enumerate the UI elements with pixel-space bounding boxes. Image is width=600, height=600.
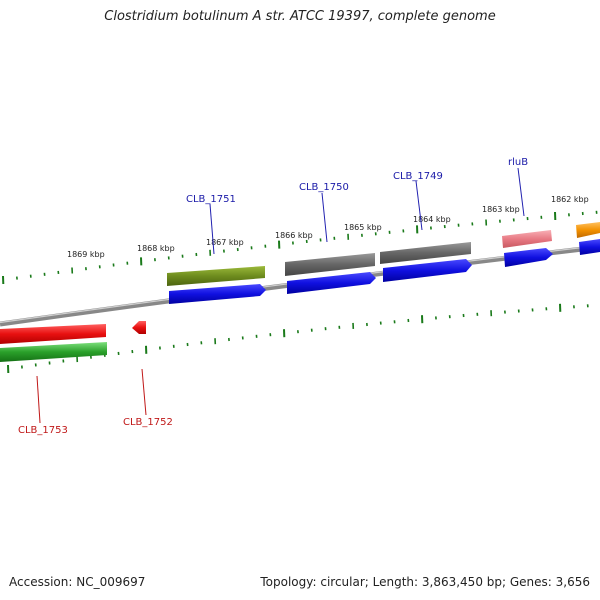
inner-scale-ticks: [7, 303, 589, 374]
scale-label: 1862 kbp: [551, 195, 589, 204]
gene-right-orange[interactable]: [576, 222, 600, 238]
cds-clb-1750[interactable]: [287, 272, 376, 294]
gene-clb-1750[interactable]: [285, 253, 375, 276]
gene-clb-1753-green[interactable]: [0, 342, 107, 362]
gene-rlub[interactable]: [502, 230, 552, 248]
cds-right[interactable]: [579, 239, 600, 255]
scale-label: 1865 kbp: [344, 223, 382, 232]
cds-rlub[interactable]: [504, 248, 553, 267]
gene-label-clb-1751[interactable]: CLB_1751: [186, 194, 236, 205]
scale-label: 1868 kbp: [137, 244, 175, 253]
cds-clb-1749[interactable]: [383, 259, 472, 282]
scale-label: 1869 kbp: [67, 250, 105, 259]
scale-label: 1864 kbp: [413, 215, 451, 224]
gene-clb-1749[interactable]: [380, 242, 471, 264]
scale-labels: 1869 kbp 1868 kbp 1867 kbp 1866 kbp 1865…: [67, 195, 589, 259]
gene-label-clb-1752[interactable]: CLB_1752: [123, 417, 173, 428]
scale-label: 1867 kbp: [206, 238, 244, 247]
gene-clb-1752[interactable]: [132, 321, 146, 334]
gene-label-clb-1749[interactable]: CLB_1749: [393, 171, 443, 182]
scale-label: 1866 kbp: [275, 231, 313, 240]
accession-text: Accession: NC_009697: [9, 575, 146, 589]
gene-label-rlub[interactable]: rluB: [508, 157, 528, 168]
gene-clb-1753[interactable]: [0, 324, 106, 344]
cds-clb-1751[interactable]: [169, 284, 266, 304]
gene-leader-lines: [209, 167, 525, 255]
gene-clb-1751[interactable]: [167, 266, 265, 286]
gene-leader-lines-reverse: [36, 368, 147, 424]
outer-scale-ticks: [2, 210, 598, 285]
gene-label-clb-1750[interactable]: CLB_1750: [299, 182, 349, 193]
topology-text: Topology: circular; Length: 3,863,450 bp…: [260, 575, 590, 589]
gene-label-clb-1753[interactable]: CLB_1753: [18, 425, 68, 436]
map-title: Clostridium botulinum A str. ATCC 19397,…: [104, 9, 496, 24]
scale-label: 1863 kbp: [482, 205, 520, 214]
